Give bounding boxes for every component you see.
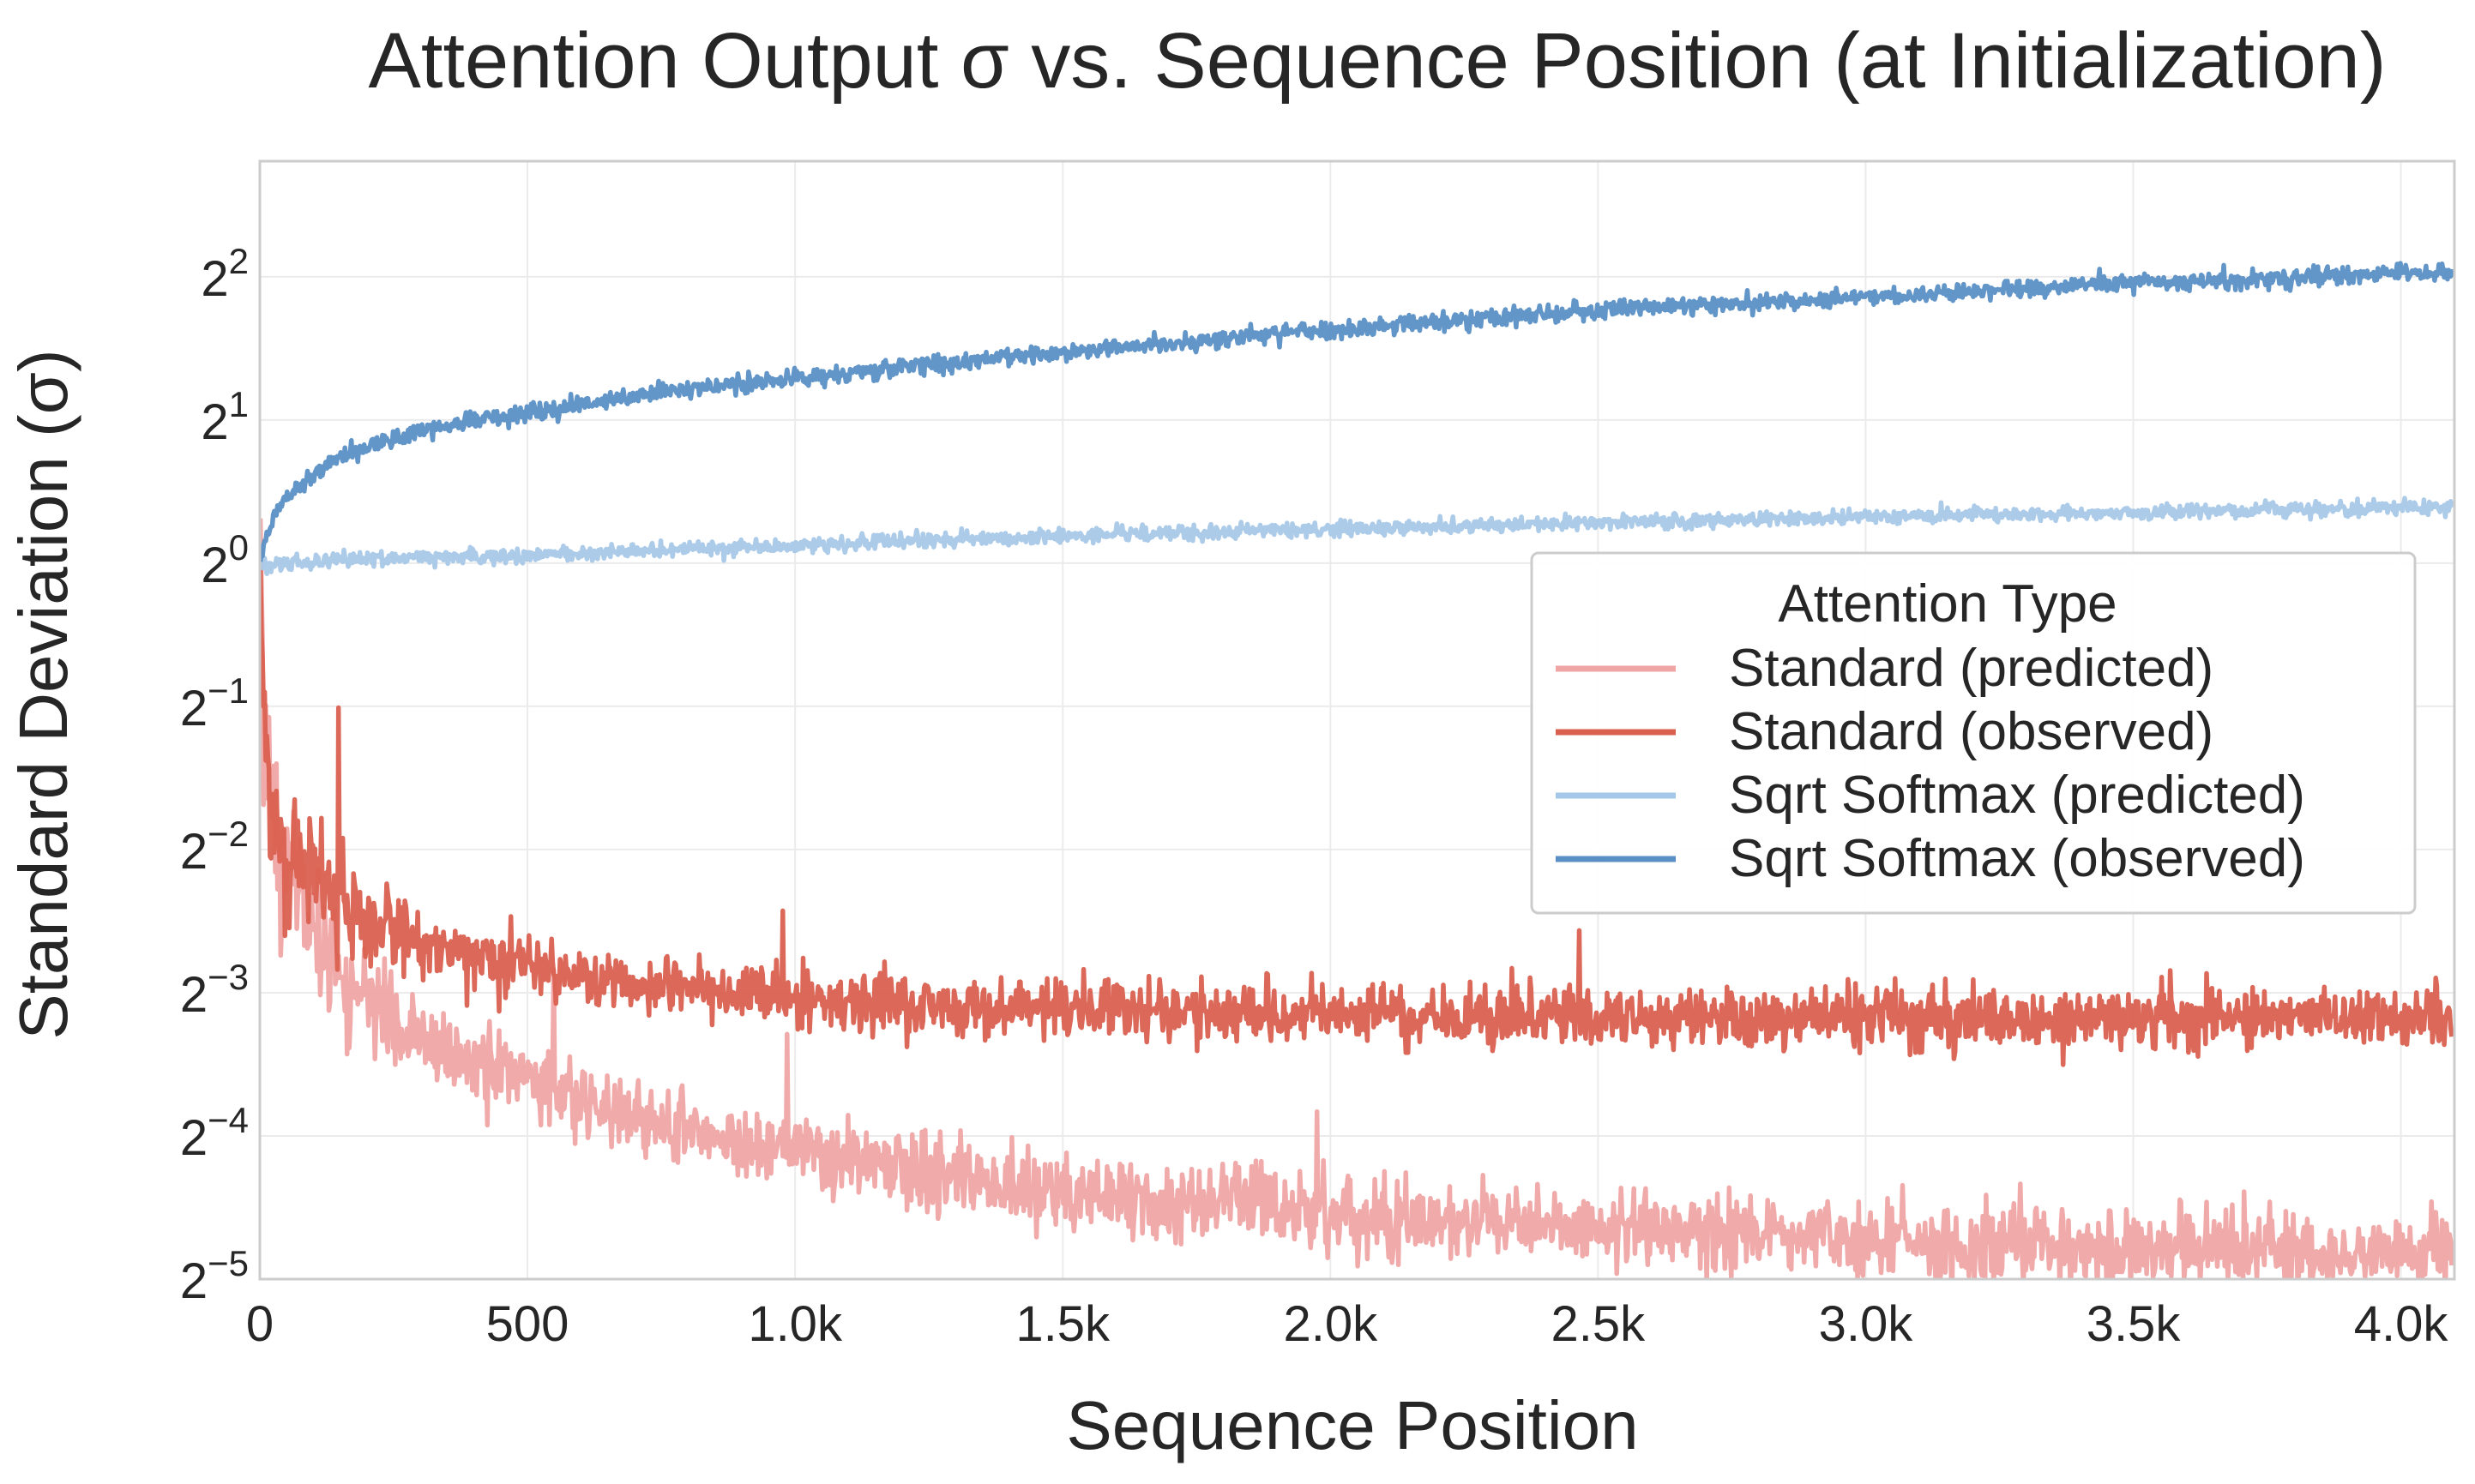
y-tick-label: 2−2: [180, 814, 249, 880]
y-tick-base: 2: [180, 1253, 208, 1309]
y-tick-exponent: −5: [208, 1243, 249, 1283]
x-tick-label: 3.0k: [1819, 1296, 1914, 1352]
x-tick-label: 0: [246, 1296, 274, 1352]
x-tick-label: 2.0k: [1283, 1296, 1378, 1352]
legend-label: Sqrt Softmax (predicted): [1729, 766, 2305, 825]
y-tick-label: 22: [201, 241, 249, 307]
y-tick-exponent: 0: [229, 527, 249, 568]
x-tick-label: 1.0k: [748, 1296, 843, 1352]
x-tick-label: 2.5k: [1551, 1296, 1647, 1352]
y-tick-exponent: −3: [208, 957, 249, 997]
legend-label: Sqrt Softmax (observed): [1729, 829, 2305, 888]
y-tick-base: 2: [201, 251, 228, 307]
y-tick-label: 20: [201, 527, 249, 593]
y-tick-label: 21: [201, 384, 249, 450]
y-tick-label: 2−5: [180, 1243, 249, 1309]
x-tick-label: 1.5k: [1015, 1296, 1111, 1352]
x-tick-label: 4.0k: [2354, 1296, 2449, 1352]
legend-label: Standard (observed): [1729, 702, 2213, 761]
series-line-sqrt-softmax-observed: [260, 261, 2454, 562]
legend-title: Attention Type: [1778, 574, 2117, 634]
y-tick-base: 2: [201, 538, 228, 593]
y-tick-exponent: −1: [208, 670, 249, 711]
y-tick-label: 2−1: [180, 670, 249, 736]
legend-box: [1530, 551, 2417, 915]
plot-frame: [258, 159, 2456, 1281]
x-tick-label: 500: [486, 1296, 569, 1352]
series-line-standard-predicted: [260, 518, 2454, 1279]
y-tick-base: 2: [180, 1110, 208, 1166]
y-axis-label: Standard Deviation (σ): [5, 349, 81, 1039]
y-tick-exponent: −4: [208, 1100, 249, 1140]
y-tick-base: 2: [180, 967, 208, 1023]
x-axis-label: Sequence Position: [1066, 1387, 1638, 1463]
series-line-sqrt-softmax-predicted: [260, 496, 2454, 576]
y-tick-exponent: 1: [229, 384, 249, 424]
y-tick-exponent: 2: [229, 241, 249, 281]
series-group: [260, 261, 2454, 1279]
y-tick-base: 2: [201, 394, 228, 450]
y-tick-base: 2: [180, 681, 208, 736]
chart-title: Attention Output σ vs. Sequence Position…: [369, 17, 2387, 105]
y-tick-base: 2: [180, 824, 208, 880]
x-tick-label: 3.5k: [2087, 1296, 2182, 1352]
series-line-standard-observed: [260, 566, 2454, 1067]
y-tick-label: 2−4: [180, 1100, 249, 1166]
y-tick-exponent: −2: [208, 814, 249, 854]
y-tick-label: 2−3: [180, 957, 249, 1023]
legend-label: Standard (predicted): [1729, 639, 2213, 698]
